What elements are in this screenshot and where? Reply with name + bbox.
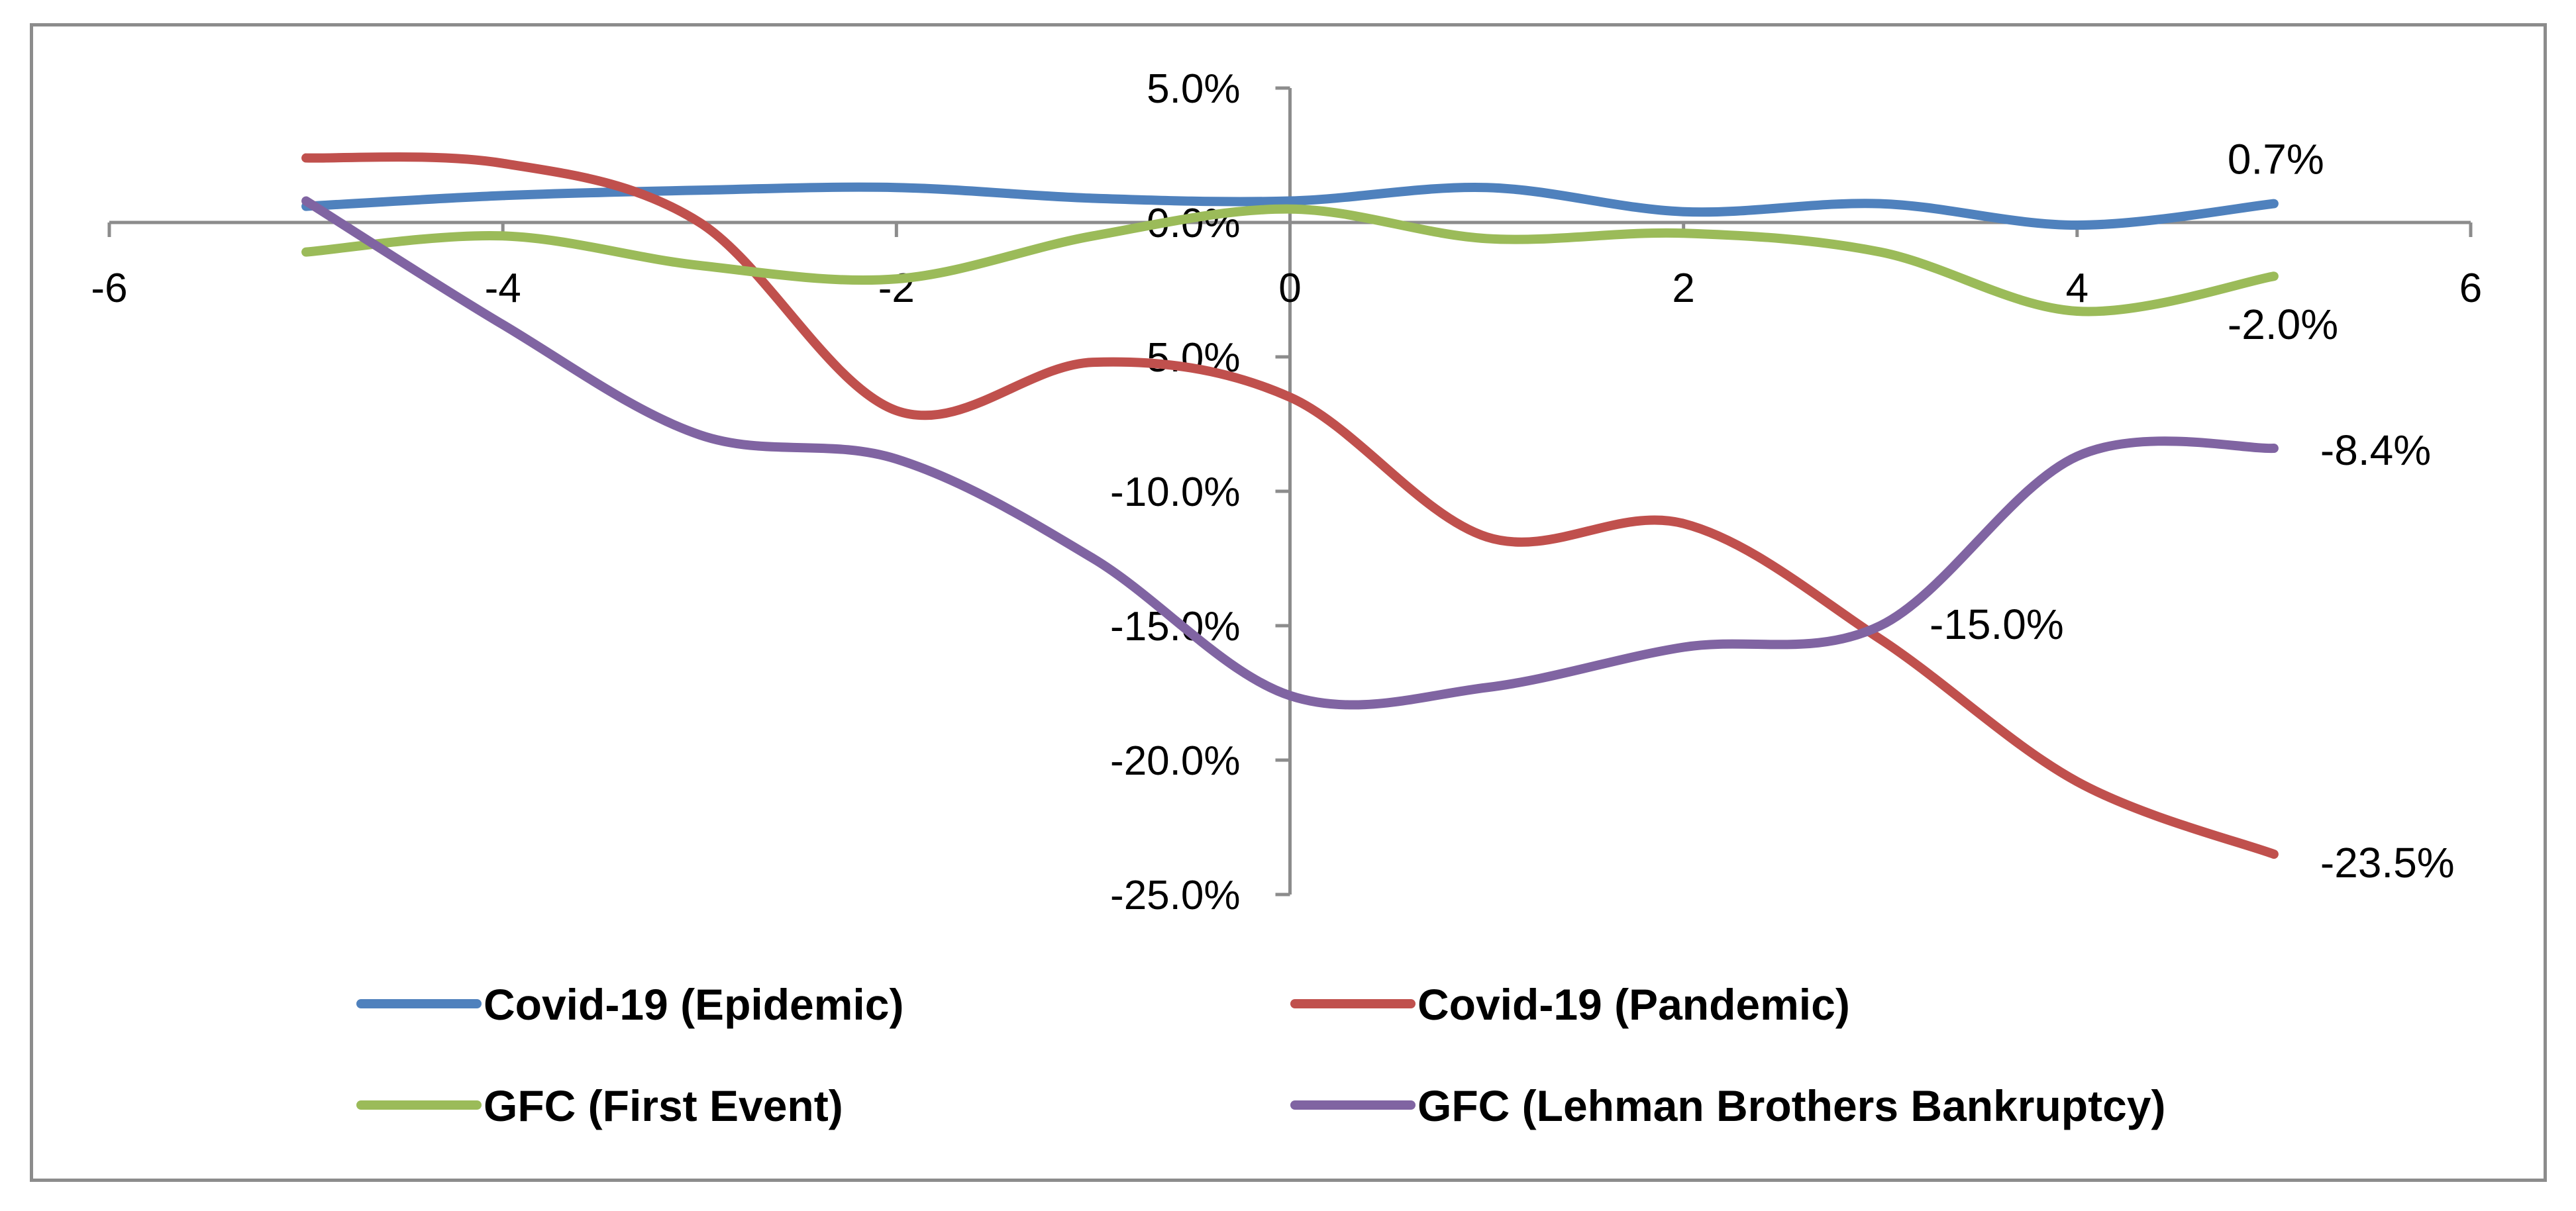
x-tick-label: 4 (2066, 266, 2088, 311)
legend-label: GFC (Lehman Brothers Bankruptcy) (1417, 1081, 2165, 1130)
x-tick-label: 0 (1278, 266, 1301, 311)
y-tick-label: 5.0% (1147, 66, 1240, 112)
y-tick-label: -10.0% (1110, 469, 1240, 515)
series-line-gfc-first-event (301, 204, 2279, 316)
x-tick-label: 2 (1672, 266, 1694, 311)
y-tick-label: -15.0% (1110, 604, 1240, 650)
y-tick-label: -25.0% (1110, 873, 1240, 918)
data-label: 0.7% (2228, 136, 2324, 183)
legend-label: GFC (First Event) (484, 1081, 843, 1130)
data-label: -23.5% (2320, 839, 2455, 887)
x-tick-label: -6 (91, 266, 127, 311)
y-tick-label: -20.0% (1110, 738, 1240, 784)
x-tick-label: -4 (485, 266, 521, 311)
series-line-gfc-lehman (301, 196, 2279, 710)
legend: Covid-19 (Epidemic) Covid-19 (Pandemic) GF… (356, 980, 2165, 1130)
data-labels: 0.7% -23.5% -2.0% -8.4% -15.0% (1930, 136, 2455, 887)
series-line-covid-pandemic (301, 152, 2279, 859)
data-label: -8.4% (2320, 426, 2431, 474)
legend-label: Covid-19 (Pandemic) (1417, 980, 1850, 1029)
data-label: -15.0% (1930, 601, 2064, 648)
legend-label: Covid-19 (Epidemic) (484, 980, 903, 1029)
series-lines (301, 152, 2279, 859)
x-tick-label: 6 (2459, 266, 2482, 311)
x-tick-label: -2 (878, 266, 915, 311)
data-label: -2.0% (2228, 301, 2338, 348)
